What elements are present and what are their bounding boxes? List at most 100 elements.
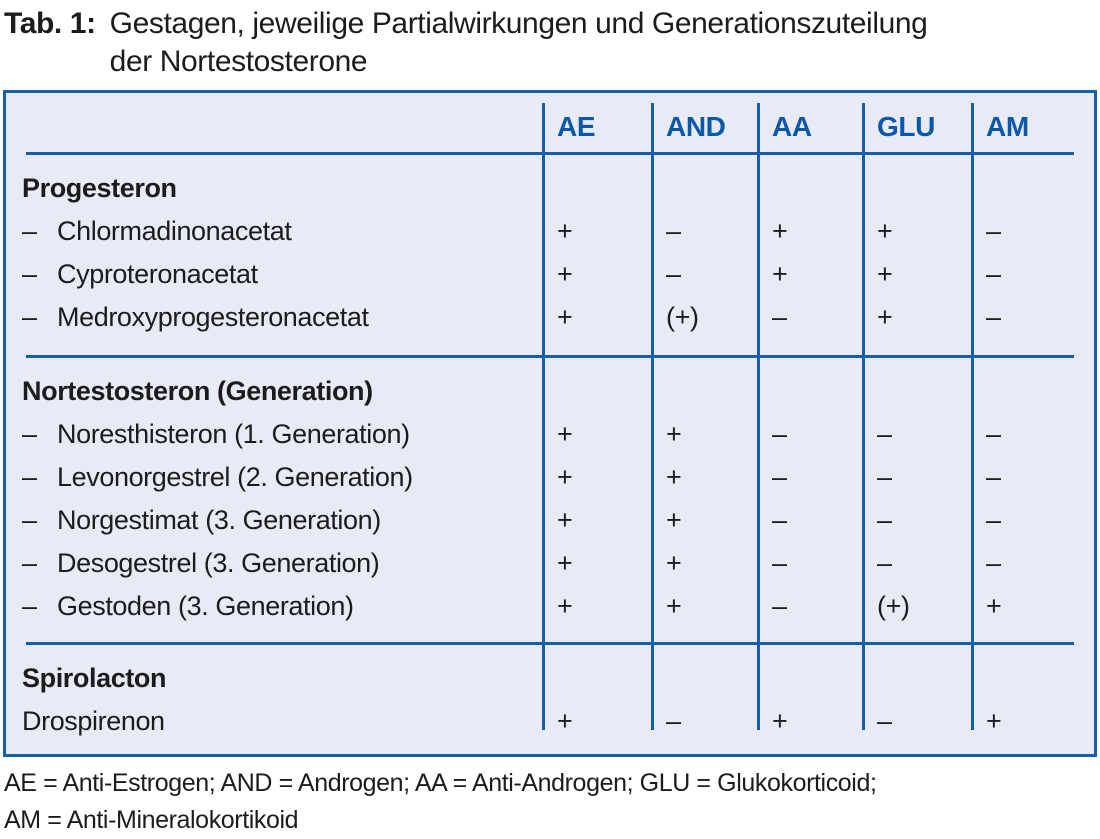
- section-header: Progesteron: [22, 173, 177, 203]
- row-name-cell: – Norgestimat (3. Generation): [6, 499, 543, 542]
- table-row: – Medroxyprogesteronacetat + (+) – + –: [6, 296, 1094, 339]
- cell-ae: +: [557, 591, 573, 621]
- cell-glu: +: [877, 259, 893, 289]
- cell-and: –: [666, 216, 681, 246]
- row-name-cell: – Noresthisteron (1. Generation): [6, 413, 543, 456]
- row-bullet: –: [22, 505, 37, 535]
- section-rule: [26, 152, 1074, 155]
- row-name-cell: – Medroxyprogesteronacetat: [6, 296, 543, 339]
- table-row: – Noresthisteron (1. Generation) + + – –…: [6, 413, 1094, 456]
- row-label: Norgestimat (3. Generation): [57, 505, 381, 535]
- cell-and: +: [666, 419, 682, 449]
- footnote-line2: AM = Anti-Mineralokortikoid: [4, 806, 299, 834]
- cell-and: +: [666, 505, 682, 535]
- section-progesteron: Progesteron – Chlormadinonacetat + – + +…: [6, 155, 1094, 355]
- table-row: – Cyproteronacetat + – + + –: [6, 253, 1094, 296]
- column-divider: [542, 103, 545, 730]
- cell-ae: +: [557, 259, 573, 289]
- cell-aa: +: [772, 216, 788, 246]
- column-divider: [862, 103, 865, 730]
- cell-glu: –: [877, 505, 892, 535]
- row-label: Noresthisteron (1. Generation): [57, 419, 410, 449]
- caption-line2: der Nortestosterone: [109, 45, 368, 78]
- cell-ae: +: [557, 706, 573, 736]
- caption-text: Gestagen, jeweilige Partialwirkungen und…: [110, 5, 928, 81]
- cell-ae: +: [557, 548, 573, 578]
- section-header: Nortestosteron (Generation): [22, 376, 373, 406]
- row-name-cell: – Levonorgestrel (2. Generation): [6, 456, 543, 499]
- row-name-cell: – Gestoden (3. Generation): [6, 585, 543, 628]
- column-divider: [971, 103, 974, 730]
- row-name-cell: Drospirenon: [6, 700, 543, 743]
- cell-ae: +: [557, 462, 573, 492]
- cell-glu: –: [877, 706, 892, 736]
- row-name-cell: – Chlormadinonacetat: [6, 210, 543, 253]
- table-row: Drospirenon + – + – +: [6, 700, 1094, 743]
- row-bullet: –: [22, 216, 37, 246]
- cell-glu: –: [877, 462, 892, 492]
- row-label: Drospirenon: [22, 706, 165, 736]
- section-header: Spirolacton: [22, 663, 167, 693]
- cell-and: –: [666, 259, 681, 289]
- row-bullet: –: [22, 302, 37, 332]
- cell-ae: +: [557, 419, 573, 449]
- cell-aa: –: [772, 548, 787, 578]
- cell-ae: +: [557, 505, 573, 535]
- cell-glu: –: [877, 419, 892, 449]
- cell-am: –: [986, 216, 1001, 246]
- column-header-am: AM: [986, 110, 1029, 142]
- gestagen-table: AE AND AA GLU AM Progesteron – Chlormadi…: [3, 90, 1097, 757]
- row-label: Cyproteronacetat: [57, 259, 258, 289]
- table-row: – Norgestimat (3. Generation) + + – – –: [6, 499, 1094, 542]
- row-label: Levonorgestrel (2. Generation): [57, 462, 413, 492]
- table-caption: Tab. 1: Gestagen, jeweilige Partialwirku…: [0, 0, 1100, 81]
- section-rule: [26, 642, 1074, 645]
- column-header-aa: AA: [772, 110, 812, 142]
- cell-aa: –: [772, 419, 787, 449]
- row-label: Desogestrel (3. Generation): [57, 548, 380, 578]
- column-header-and: AND: [666, 110, 726, 142]
- section-spirolacton: Spirolacton Drospirenon + – + – +: [6, 645, 1094, 753]
- cell-am: –: [986, 302, 1001, 332]
- column-divider: [757, 103, 760, 730]
- column-divider: [651, 103, 654, 730]
- row-bullet: –: [22, 548, 37, 578]
- cell-ae: +: [557, 216, 573, 246]
- row-bullet: –: [22, 462, 37, 492]
- cell-am: –: [986, 259, 1001, 289]
- cell-aa: –: [772, 462, 787, 492]
- cell-glu: (+): [877, 591, 910, 621]
- row-bullet: –: [22, 419, 37, 449]
- row-bullet: –: [22, 591, 37, 621]
- section-rule: [26, 355, 1074, 358]
- cell-am: –: [986, 505, 1001, 535]
- cell-and: +: [666, 591, 682, 621]
- caption-number: Tab. 1:: [4, 7, 96, 40]
- cell-am: –: [986, 419, 1001, 449]
- cell-and: +: [666, 462, 682, 492]
- cell-am: –: [986, 462, 1001, 492]
- cell-aa: –: [772, 591, 787, 621]
- cell-aa: –: [772, 505, 787, 535]
- table-row: – Gestoden (3. Generation) + + – (+) +: [6, 585, 1094, 628]
- row-name-cell: – Desogestrel (3. Generation): [6, 542, 543, 585]
- cell-am: +: [986, 706, 1002, 736]
- table-header-row: AE AND AA GLU AM: [6, 93, 1094, 152]
- footnote-line1: AE = Anti-Estrogen; AND = Androgen; AA =…: [4, 769, 877, 797]
- cell-glu: +: [877, 302, 893, 332]
- section-nortestosteron: Nortestosteron (Generation) – Noresthist…: [6, 358, 1094, 642]
- cell-aa: +: [772, 259, 788, 289]
- table-row: – Desogestrel (3. Generation) + + – – –: [6, 542, 1094, 585]
- column-header-ae: AE: [557, 110, 596, 142]
- row-name-cell: – Cyproteronacetat: [6, 253, 543, 296]
- cell-am: +: [986, 591, 1002, 621]
- cell-am: –: [986, 548, 1001, 578]
- cell-aa: –: [772, 302, 787, 332]
- column-header-glu: GLU: [877, 110, 935, 142]
- row-label: Chlormadinonacetat: [57, 216, 292, 246]
- caption-line1: Gestagen, jeweilige Partialwirkungen und…: [109, 7, 928, 40]
- cell-and: +: [666, 548, 682, 578]
- cell-ae: +: [557, 302, 573, 332]
- table-row: – Levonorgestrel (2. Generation) + + – –…: [6, 456, 1094, 499]
- row-label: Gestoden (3. Generation): [57, 591, 354, 621]
